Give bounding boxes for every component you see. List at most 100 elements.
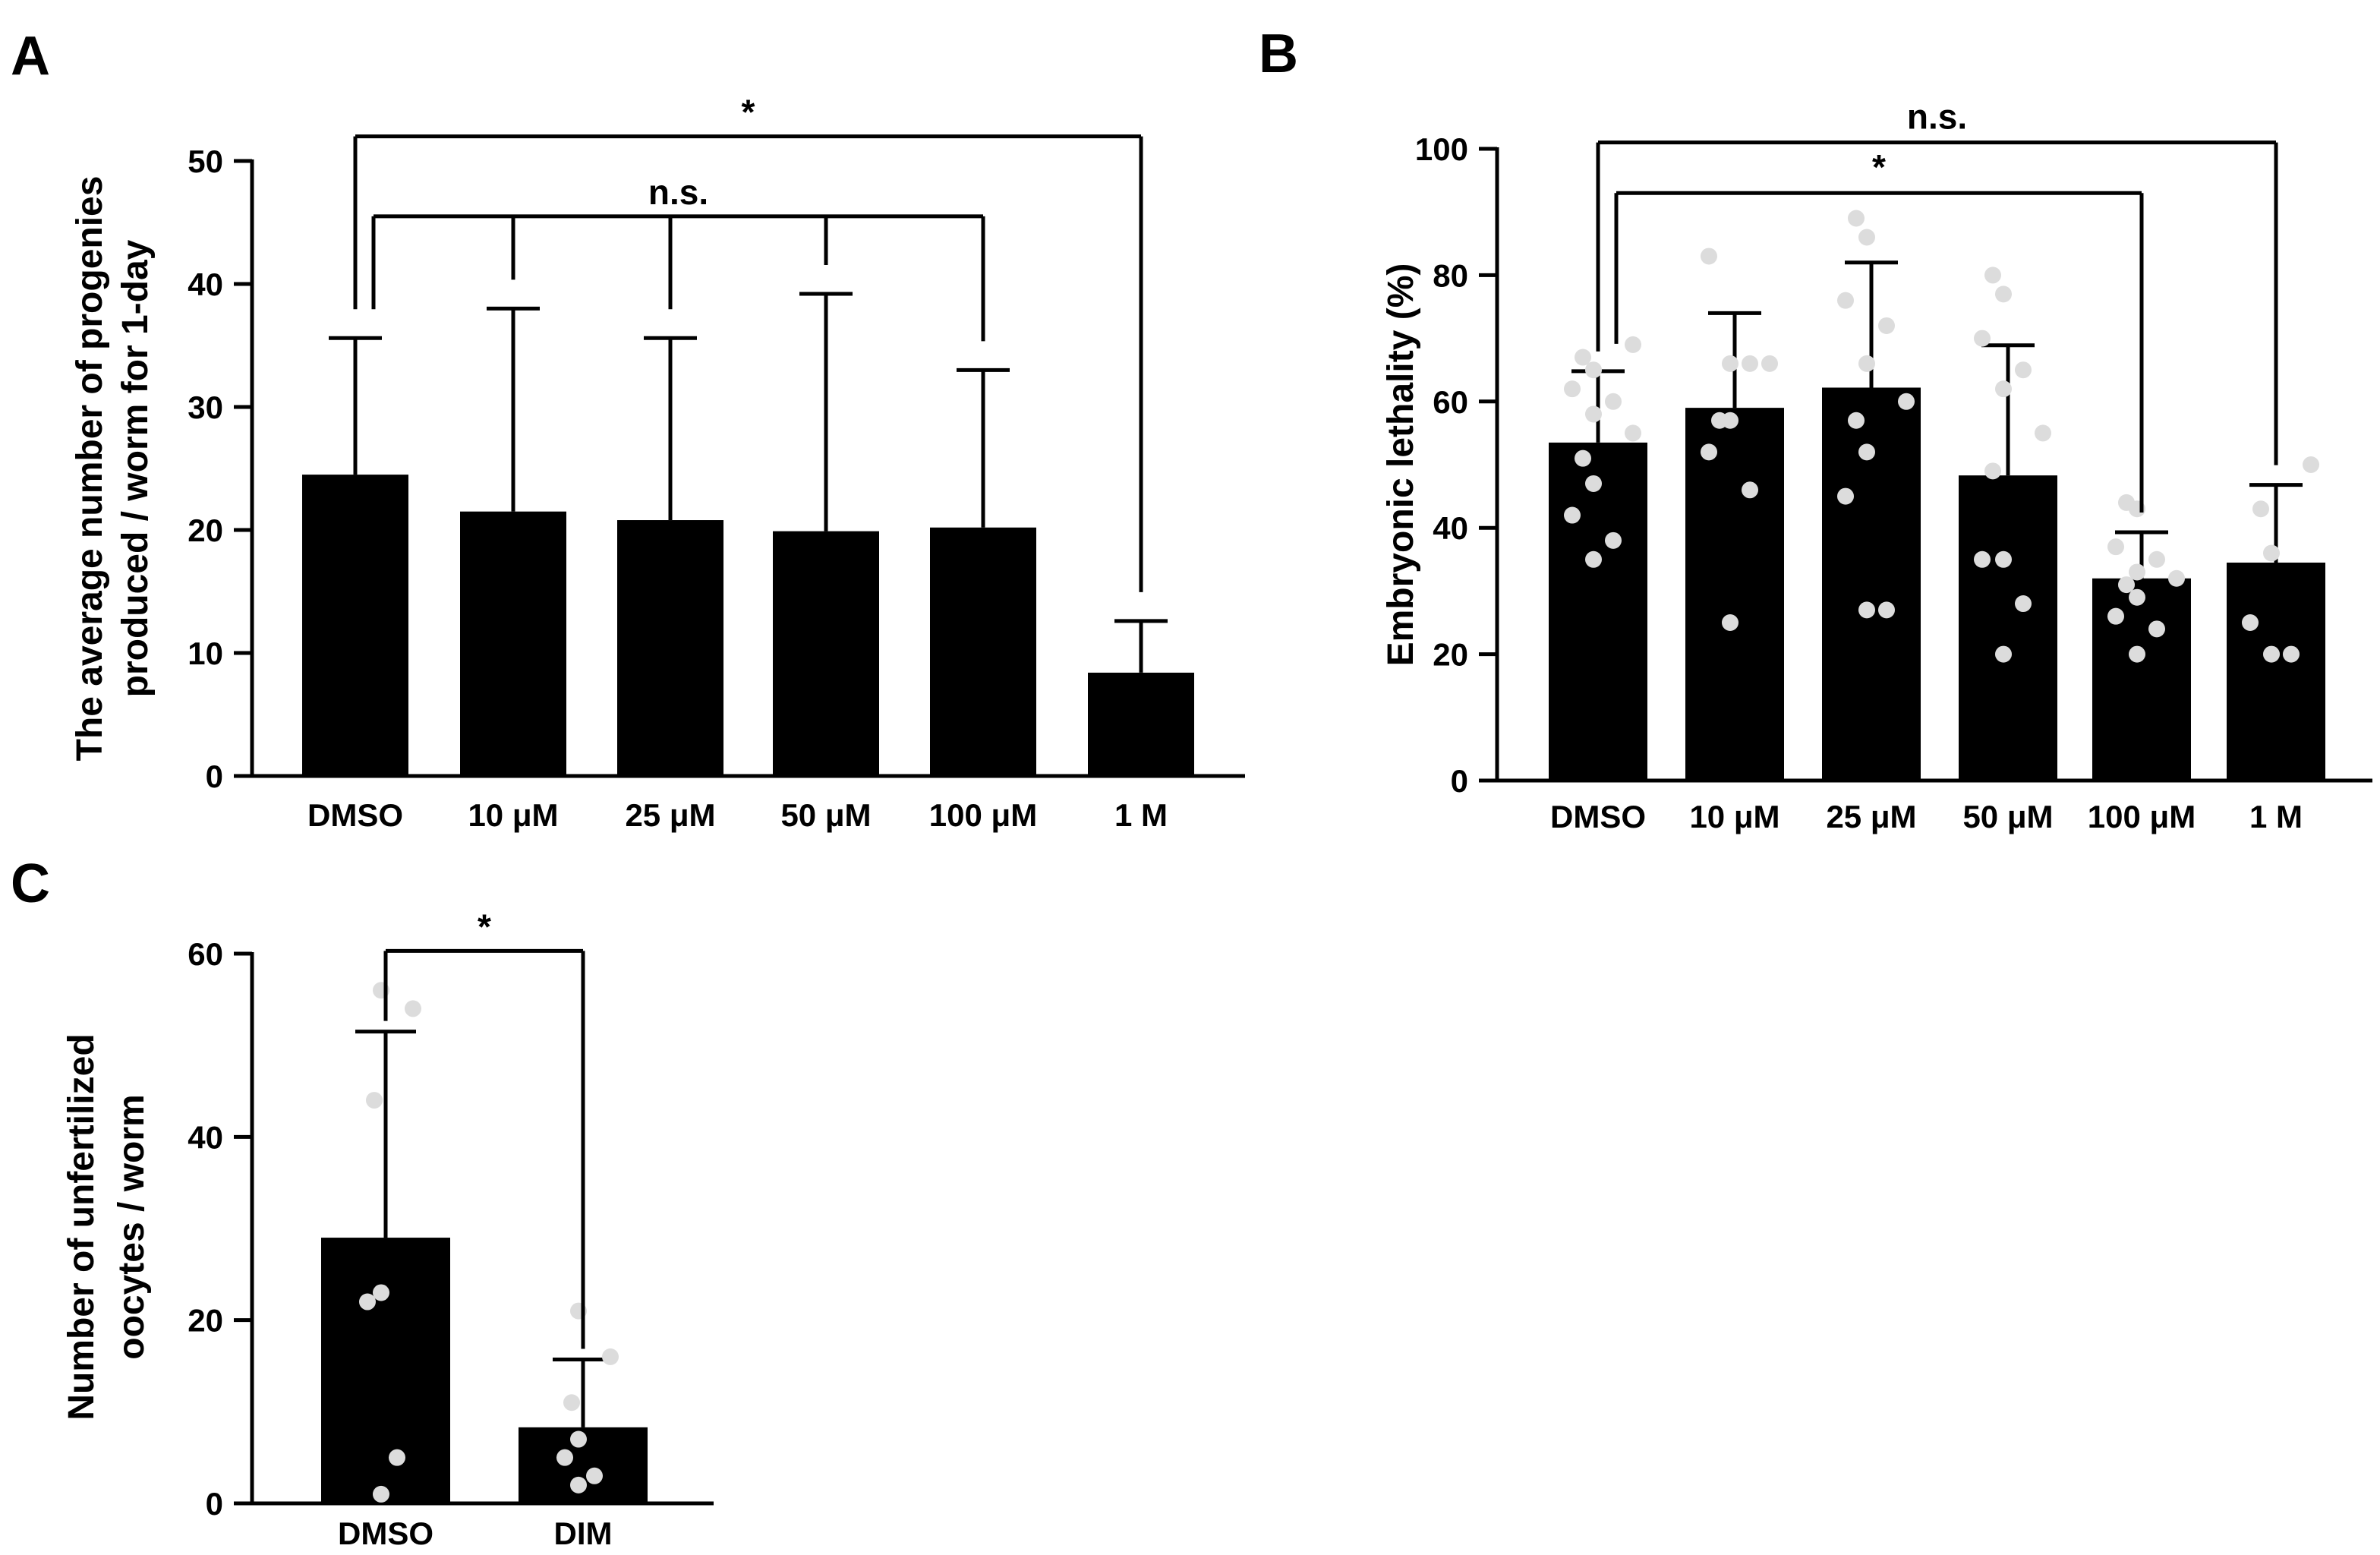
- chart-b-category-label-1-m: 1 M: [2249, 799, 2303, 834]
- chart-a-significance-label-0: *: [742, 93, 755, 132]
- chart-b-data-point-100-m: [2107, 538, 2124, 556]
- chart-b-data-point-100-m: [2118, 494, 2135, 511]
- chart-b-category-label-25-m: 25 μM: [1826, 799, 1916, 834]
- chart-a-category-label-10-m: 10 μM: [468, 797, 558, 833]
- chart-b-ytick-label: 0: [1451, 763, 1468, 799]
- chart-b-data-point-50-m: [2015, 595, 2032, 613]
- chart-c-data-point-dmso: [405, 1000, 421, 1017]
- chart-b-data-point-50-m: [1995, 645, 2012, 663]
- chart-b-ytick-label: 40: [1433, 510, 1468, 546]
- chart-b-data-point-dmso: [1575, 349, 1591, 366]
- chart-b-data-point-1-m: [2242, 614, 2259, 631]
- chart-b-data-point-50-m: [1974, 330, 1991, 347]
- chart-b-data-point-25-m: [1898, 393, 1915, 410]
- chart-b-category-label-100-m: 100 μM: [2088, 799, 2196, 834]
- chart-c-data-point-dim: [563, 1394, 580, 1411]
- chart-a-ytick-label: 50: [188, 144, 223, 179]
- chart-b-ytick-label: 20: [1433, 637, 1468, 673]
- chart-b-data-point-10-m: [1701, 443, 1717, 461]
- panel-letter-b: B: [1259, 24, 1298, 84]
- chart-b-data-point-1-m: [2303, 456, 2319, 473]
- chart-b-data-point-50-m: [2015, 361, 2032, 379]
- chart-b-data-point-dmso: [1585, 475, 1602, 492]
- chart-c-ytick-label: 60: [188, 936, 223, 972]
- chart-b-bar-10-m: [1685, 408, 1784, 781]
- chart-b-data-point-25-m: [1878, 601, 1895, 619]
- chart-a-bar-50-m: [773, 531, 879, 776]
- chart-a-significance-label-1: n.s.: [648, 172, 708, 212]
- chart-b-data-point-50-m: [2035, 424, 2051, 442]
- chart-b-bar-dmso: [1549, 442, 1647, 781]
- chart-b-data-point-50-m: [1984, 462, 2001, 480]
- chart-c-category-label-dim: DIM: [554, 1516, 613, 1551]
- chart-b-data-point-10-m: [1722, 355, 1739, 372]
- chart-b-data-point-50-m: [1974, 550, 1991, 568]
- chart-b-category-label-50-m: 50 μM: [1962, 799, 2053, 834]
- chart-c-data-point-dim: [570, 1430, 587, 1448]
- chart-a-category-label-25-m: 25 μM: [625, 797, 715, 833]
- chart-a-bar-25-m: [617, 520, 723, 776]
- chart-c-ytick-label: 0: [206, 1486, 223, 1522]
- chart-b-ytick-label: 60: [1433, 384, 1468, 420]
- chart-b-bar-100-m: [2092, 578, 2191, 781]
- chart-c-data-point-dmso: [373, 1485, 389, 1503]
- chart-a-ytick-label: 20: [188, 513, 223, 548]
- chart-a-category-label-100-m: 100 μM: [929, 797, 1037, 833]
- chart-a-ytick-label: 30: [188, 390, 223, 425]
- chart-b-data-point-25-m: [1858, 443, 1875, 461]
- chart-b-data-point-100-m: [2129, 645, 2145, 663]
- chart-b-bar-1-m: [2227, 562, 2325, 781]
- chart-b-bar-50-m: [1959, 475, 2057, 781]
- chart-b-category-label-dmso: DMSO: [1550, 799, 1646, 834]
- chart-b-data-point-100-m: [2118, 576, 2135, 594]
- chart-b-data-point-50-m: [1995, 380, 2012, 398]
- chart-b-data-point-25-m: [1837, 292, 1854, 309]
- chart-b-data-point-1-m: [2263, 544, 2280, 562]
- chart-b-data-point-25-m: [1848, 210, 1865, 227]
- chart-b-ytick-label: 80: [1433, 257, 1468, 293]
- chart-c-ytick-label: 40: [188, 1119, 223, 1155]
- chart-c-data-point-dim: [556, 1449, 573, 1466]
- chart-b-data-point-dmso: [1575, 449, 1591, 467]
- chart-b-data-point-10-m: [1711, 412, 1728, 429]
- chart-a-bar-1-m: [1088, 672, 1194, 776]
- chart-c-significance-label-0: *: [478, 907, 491, 946]
- chart-c-y-axis-label: Number of unfertilized: [61, 1033, 102, 1420]
- chart-b-data-point-dmso: [1605, 531, 1622, 549]
- chart-b-data-point-25-m: [1858, 229, 1875, 246]
- chart-b-data-point-25-m: [1848, 412, 1865, 429]
- chart-c-data-point-dmso: [373, 1284, 389, 1301]
- chart-b-data-point-1-m: [2263, 645, 2280, 663]
- chart-a-category-label-1-m: 1 M: [1114, 797, 1168, 833]
- chart-a-ytick-label: 0: [206, 759, 223, 794]
- chart-b-data-point-100-m: [2148, 620, 2165, 638]
- chart-b-data-point-10-m: [1722, 614, 1739, 631]
- chart-c-data-point-dmso: [366, 1092, 383, 1109]
- chart-b-data-point-50-m: [1995, 550, 2012, 568]
- chart-a-bar-dmso: [302, 475, 408, 776]
- chart-b-data-point-100-m: [2107, 607, 2124, 625]
- chart-a-category-label-dmso: DMSO: [307, 797, 403, 833]
- chart-c-data-point-dim: [602, 1348, 619, 1365]
- chart-c-bar-dmso: [321, 1238, 450, 1503]
- chart-b-data-point-25-m: [1858, 355, 1875, 372]
- chart-b-data-point-1-m: [2252, 500, 2269, 518]
- chart-b-category-label-10-m: 10 μM: [1689, 799, 1779, 834]
- chart-b-data-point-50-m: [1995, 285, 2012, 303]
- chart-a-ytick-label: 10: [188, 636, 223, 671]
- panel-letter-a: A: [11, 26, 50, 87]
- chart-b-data-point-10-m: [1701, 248, 1717, 265]
- chart-b-significance-label-0: n.s.: [1907, 97, 1967, 137]
- chart-b-data-point-100-m: [2129, 588, 2145, 606]
- chart-b-data-point-10-m: [1761, 355, 1778, 372]
- panel-letter-c: C: [11, 853, 50, 914]
- chart-c-data-point-dim: [570, 1476, 587, 1493]
- chart-b-data-point-10-m: [1742, 481, 1758, 499]
- chart-c-data-point-dim: [586, 1467, 603, 1484]
- chart-b-data-point-dmso: [1585, 550, 1602, 568]
- chart-a-y-axis-label: The average number of progenies: [70, 176, 110, 762]
- chart-a-progeny-count: 0 10 20 30 40 50 The average number of progeni…: [70, 93, 1245, 833]
- chart-b-significance-label-1: *: [1872, 147, 1886, 187]
- chart-a-ytick-label: 40: [188, 267, 223, 302]
